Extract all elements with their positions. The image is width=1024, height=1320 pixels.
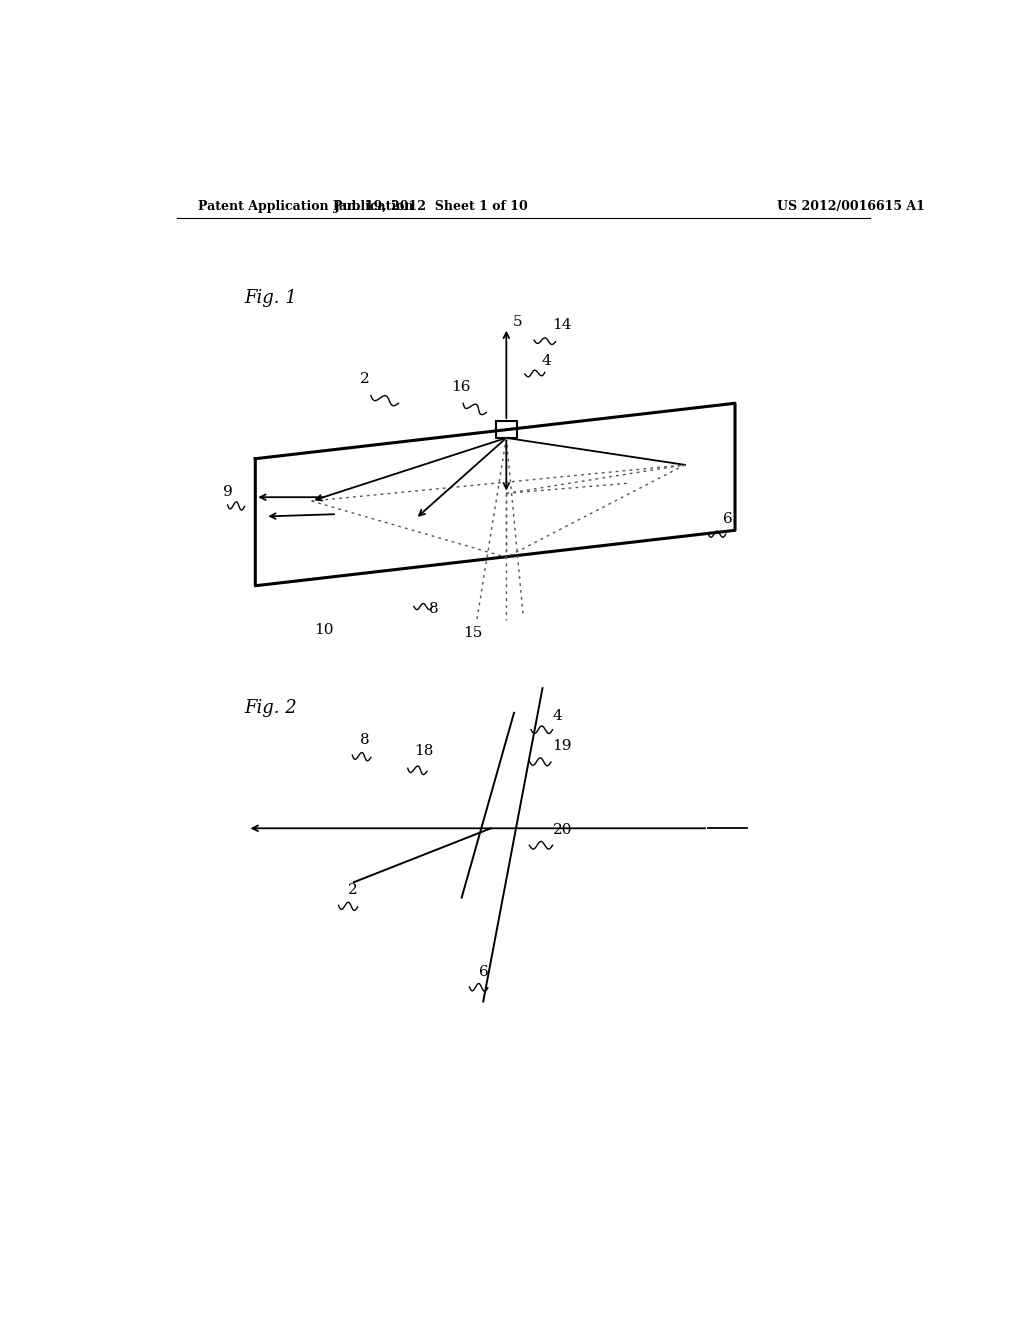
Text: 15: 15 <box>463 627 482 640</box>
Text: 10: 10 <box>313 623 334 638</box>
Text: 14: 14 <box>553 318 572 333</box>
Text: 4: 4 <box>553 710 562 723</box>
Text: 8: 8 <box>429 602 439 615</box>
Text: 6: 6 <box>478 965 488 979</box>
Text: 6: 6 <box>724 512 733 527</box>
Text: Patent Application Publication: Patent Application Publication <box>199 199 414 213</box>
Text: 8: 8 <box>360 733 370 747</box>
Text: 9: 9 <box>223 484 232 499</box>
Text: Jan. 19, 2012  Sheet 1 of 10: Jan. 19, 2012 Sheet 1 of 10 <box>334 199 528 213</box>
Text: 5: 5 <box>512 315 522 329</box>
Text: US 2012/0016615 A1: US 2012/0016615 A1 <box>777 199 926 213</box>
Text: 19: 19 <box>553 739 572 752</box>
Text: 2: 2 <box>348 883 357 896</box>
Text: Fig. 2: Fig. 2 <box>245 698 297 717</box>
Text: Fig. 1: Fig. 1 <box>245 289 297 308</box>
Text: 4: 4 <box>542 354 552 368</box>
Text: 16: 16 <box>451 380 470 393</box>
Text: 18: 18 <box>414 744 433 758</box>
Text: 2: 2 <box>360 372 370 387</box>
Text: 20: 20 <box>553 824 572 837</box>
